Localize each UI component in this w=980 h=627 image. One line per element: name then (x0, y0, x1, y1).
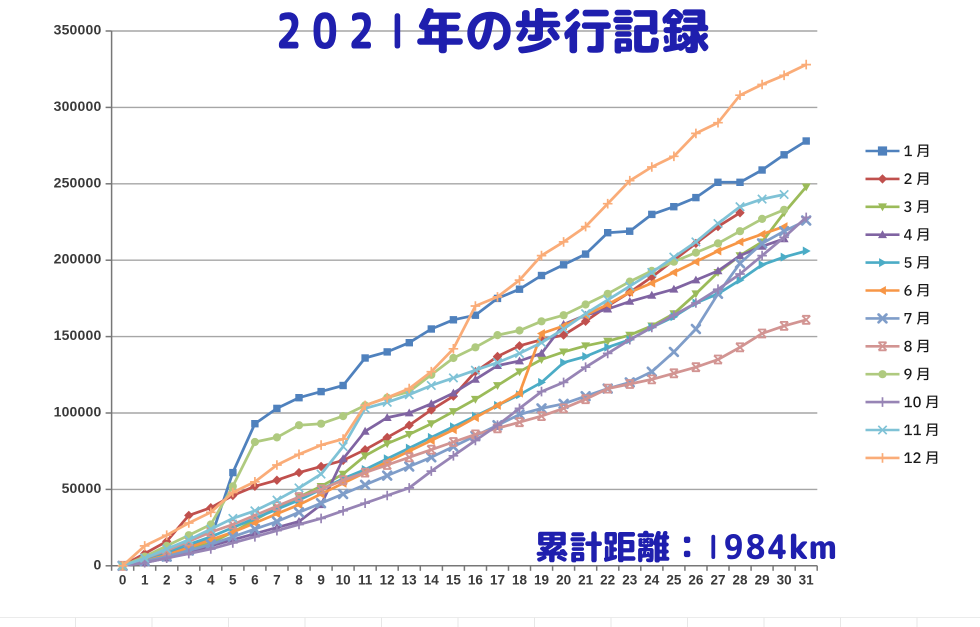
svg-text:14: 14 (424, 573, 440, 588)
svg-text:7: 7 (273, 573, 281, 588)
svg-text:6: 6 (251, 573, 259, 588)
svg-text:17: 17 (490, 573, 505, 588)
svg-text:26: 26 (688, 573, 704, 588)
svg-text:5: 5 (229, 573, 237, 588)
svg-text:23: 23 (622, 573, 638, 588)
svg-text:300000: 300000 (54, 98, 102, 114)
svg-text:9: 9 (317, 573, 325, 588)
svg-text:2: 2 (163, 573, 171, 588)
svg-text:0: 0 (94, 556, 102, 572)
svg-text:1: 1 (141, 573, 149, 588)
svg-text:27: 27 (710, 573, 725, 588)
svg-text:350000: 350000 (54, 22, 102, 38)
svg-text:29: 29 (755, 573, 770, 588)
svg-text:31: 31 (799, 573, 815, 588)
svg-text:13: 13 (402, 573, 418, 588)
svg-text:4: 4 (207, 573, 215, 588)
svg-text:50000: 50000 (62, 480, 102, 496)
svg-text:15: 15 (446, 573, 462, 588)
svg-text:250000: 250000 (54, 174, 102, 190)
svg-text:25: 25 (666, 573, 682, 588)
svg-text:12: 12 (380, 573, 395, 588)
svg-text:8: 8 (295, 573, 303, 588)
svg-text:18: 18 (512, 573, 528, 588)
svg-text:200000: 200000 (54, 251, 102, 267)
svg-text:3: 3 (185, 573, 193, 588)
svg-text:24: 24 (644, 573, 660, 588)
svg-text:16: 16 (468, 573, 484, 588)
svg-text:21: 21 (578, 573, 594, 588)
svg-text:150000: 150000 (54, 327, 102, 343)
svg-text:30: 30 (777, 573, 792, 588)
svg-text:28: 28 (732, 573, 748, 588)
svg-text:22: 22 (600, 573, 615, 588)
svg-text:10: 10 (336, 573, 351, 588)
svg-text:100000: 100000 (54, 404, 102, 420)
svg-text:19: 19 (534, 573, 549, 588)
svg-text:20: 20 (556, 573, 571, 588)
svg-text:11: 11 (358, 573, 373, 588)
svg-text:0: 0 (119, 573, 127, 588)
